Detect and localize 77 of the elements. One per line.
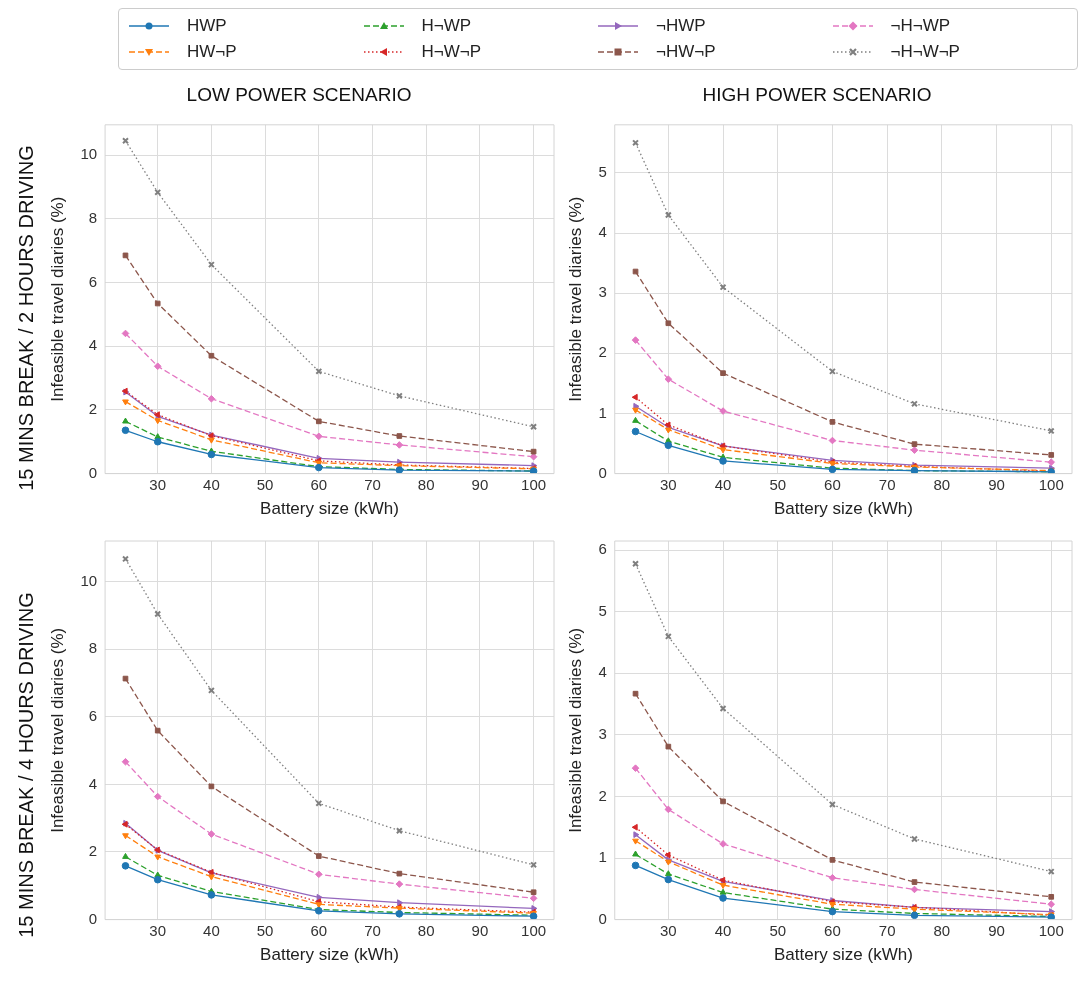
x-tick-label: 100	[1038, 475, 1064, 493]
x-tick-label: 50	[256, 921, 274, 939]
y-tick-label: 3	[598, 725, 607, 743]
x-tick-label: 80	[417, 475, 435, 493]
legend-label: HWP	[187, 16, 227, 36]
chart-title: LOW POWER SCENARIO	[186, 83, 412, 105]
y-tick-label: 6	[88, 272, 98, 290]
y-tick-label: 0	[88, 909, 98, 927]
x-tick-label: 50	[256, 475, 274, 493]
legend-label: ¬HWP	[656, 16, 706, 36]
y-tick-label: 6	[598, 540, 607, 558]
y-tick-label: 4	[598, 223, 607, 241]
chart-title: HIGH POWER SCENARIO	[702, 83, 932, 105]
y-tick-label: 10	[80, 571, 98, 589]
x-tick-label: 100	[521, 475, 547, 493]
y-tick-label: 2	[88, 842, 98, 860]
y-tick-label: 2	[598, 343, 607, 361]
y-tick-label: 5	[598, 601, 607, 619]
x-tick-label: 50	[769, 475, 787, 493]
x-tick-label: 30	[149, 921, 167, 939]
x-tick-label: 50	[769, 921, 787, 939]
x-axis-title: Battery size (kWh)	[260, 499, 399, 519]
y-tick-label: 10	[80, 145, 98, 163]
x-tick-label: 80	[933, 475, 951, 493]
x-tick-label: 90	[471, 921, 489, 939]
x-tick-label: 80	[417, 921, 435, 939]
x-tick-label: 90	[988, 475, 1005, 493]
x-tick-label: 30	[660, 921, 677, 939]
x-tick-label: 60	[824, 475, 841, 493]
y-tick-label: 1	[598, 848, 607, 866]
x-tick-label: 60	[310, 475, 328, 493]
y-tick-label: 2	[88, 400, 98, 418]
x-tick-label: 100	[521, 921, 547, 939]
legend-label: ¬H¬WP	[890, 16, 951, 36]
y-tick-label: 4	[88, 774, 98, 792]
legend-label: ¬H¬W¬P	[890, 42, 960, 62]
y-tick-label: 6	[88, 706, 98, 724]
x-tick-label: 70	[878, 921, 896, 939]
x-tick-label: 40	[714, 921, 732, 939]
legend-label: HW¬P	[187, 42, 237, 62]
x-tick-label: 30	[660, 475, 677, 493]
x-tick-label: 100	[1038, 921, 1064, 939]
x-axis-title: Battery size (kWh)	[260, 945, 399, 965]
x-tick-label: 30	[149, 475, 167, 493]
y-tick-label: 4	[598, 663, 607, 681]
x-tick-label: 70	[878, 475, 896, 493]
y-tick-label: 0	[88, 463, 98, 481]
x-tick-label: 40	[203, 475, 220, 493]
x-tick-label: 90	[988, 921, 1005, 939]
y-axis-title: Infeasible travel diaries (%)	[47, 627, 67, 833]
x-tick-label: 70	[364, 475, 381, 493]
y-tick-label: 1	[598, 403, 607, 421]
legend-label: ¬HW¬P	[656, 42, 716, 62]
y-tick-label: 8	[88, 639, 98, 657]
y-axis-title: Infeasible travel diaries (%)	[565, 196, 585, 402]
x-axis-title: Battery size (kWh)	[773, 945, 913, 965]
y-tick-label: 3	[598, 283, 607, 301]
y-axis-title: Infeasible travel diaries (%)	[565, 627, 585, 833]
y-tick-label: 8	[88, 208, 98, 226]
x-axis-title: Battery size (kWh)	[773, 499, 913, 519]
x-tick-label: 80	[933, 921, 951, 939]
x-tick-label: 40	[714, 475, 732, 493]
x-tick-label: 60	[824, 921, 841, 939]
text: 15 MINS BREAK / 4 HOURS DRIVING	[14, 592, 38, 938]
y-tick-label: 5	[598, 163, 607, 181]
y-tick-label: 0	[598, 463, 607, 481]
y-tick-label: 2	[598, 786, 607, 804]
x-tick-label: 90	[471, 475, 489, 493]
y-tick-label: 4	[88, 336, 98, 354]
y-axis-title: Infeasible travel diaries (%)	[47, 196, 67, 402]
x-tick-label: 60	[310, 921, 328, 939]
x-tick-label: 40	[203, 921, 220, 939]
legend-label: H¬W¬P	[421, 42, 482, 62]
x-tick-label: 70	[364, 921, 381, 939]
legend-label: H¬WP	[421, 16, 472, 36]
text: 15 MINS BREAK / 2 HOURS DRIVING	[14, 145, 38, 491]
y-tick-label: 0	[598, 909, 607, 927]
